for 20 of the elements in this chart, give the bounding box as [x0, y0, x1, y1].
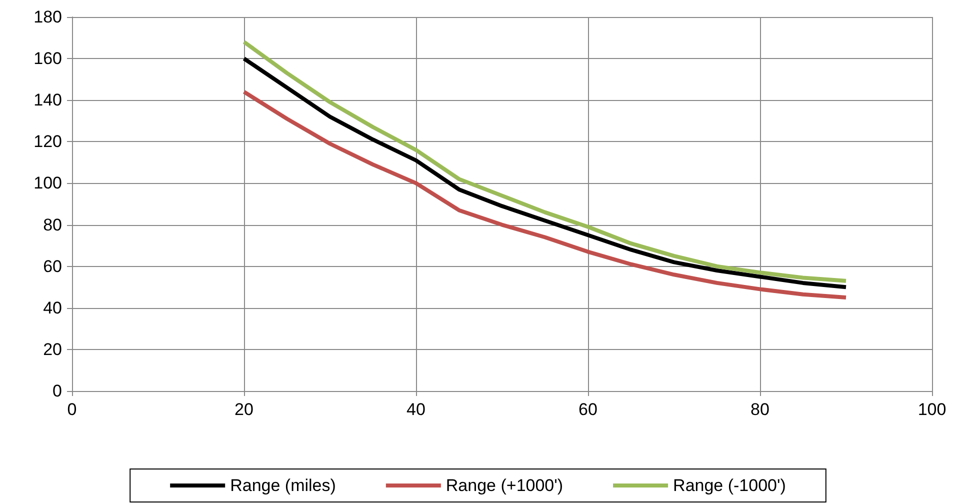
y-tick-label: 120 [34, 132, 62, 152]
y-tick-label: 0 [52, 382, 62, 400]
y-tick-label: 160 [34, 49, 62, 68]
legend-label: Range (+1000') [446, 476, 564, 495]
x-tick-label: 60 [578, 400, 598, 419]
x-tick-label: 0 [67, 400, 77, 419]
x-tick-label: 80 [750, 400, 770, 419]
x-tick-label: 40 [406, 400, 426, 419]
line-series [242, 90, 848, 300]
y-tick-label: 100 [34, 174, 62, 193]
y-tick-label: 20 [43, 340, 62, 359]
y-tick-label: 80 [43, 215, 62, 234]
legend-label: Range (miles) [230, 476, 336, 495]
x-tick-label: 20 [234, 400, 254, 419]
legend-label: Range (-1000') [673, 476, 786, 495]
y-tick-label: 60 [43, 256, 62, 276]
y-tick-label: 40 [43, 298, 62, 318]
y-tick-label: 140 [34, 90, 62, 110]
y-tick-label: 180 [34, 8, 62, 26]
x-tick-label: 100 [918, 400, 946, 419]
